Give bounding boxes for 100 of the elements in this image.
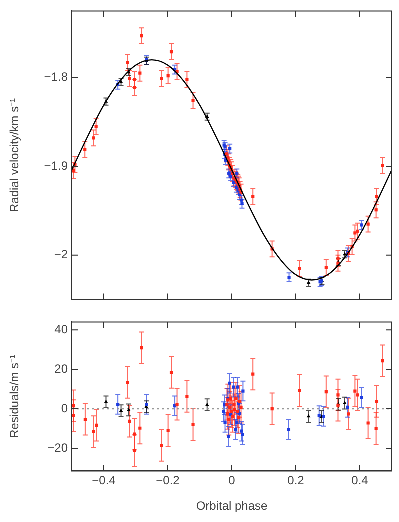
point <box>94 125 98 128</box>
point <box>240 406 243 410</box>
point <box>381 360 384 363</box>
point <box>237 416 241 420</box>
point <box>360 224 364 227</box>
point <box>228 147 232 150</box>
point <box>116 402 120 406</box>
point <box>236 386 240 389</box>
point <box>138 426 142 430</box>
point <box>356 394 360 397</box>
point <box>170 50 174 54</box>
point <box>226 402 229 406</box>
point <box>252 372 255 376</box>
point <box>176 402 179 406</box>
point <box>343 401 347 404</box>
point <box>133 78 136 82</box>
point <box>232 386 236 389</box>
point <box>236 420 239 424</box>
point <box>354 390 357 393</box>
point <box>374 208 378 212</box>
y-axis-title: Residuals/m s⁻¹ <box>8 355 22 438</box>
point <box>119 408 124 412</box>
point <box>240 198 244 202</box>
point <box>226 412 230 416</box>
x-tick-label: 0 <box>228 474 236 488</box>
point <box>228 418 231 422</box>
x-tick-label: 0.2 <box>288 474 305 488</box>
x-tick-label: −0.2 <box>156 474 180 488</box>
point <box>140 346 144 350</box>
x-tick-label: −0.4 <box>92 474 116 488</box>
point <box>375 195 379 198</box>
point <box>192 423 195 426</box>
y-tick-label: −20 <box>48 440 68 455</box>
point <box>133 86 136 90</box>
point <box>133 449 136 452</box>
point <box>270 407 274 411</box>
point <box>72 404 76 408</box>
point <box>72 414 76 418</box>
y-tick-label: 40 <box>54 322 68 336</box>
point <box>375 400 379 404</box>
point <box>186 395 189 398</box>
point <box>318 414 321 418</box>
y-tick-label: −1.8 <box>44 70 68 84</box>
point <box>160 444 164 448</box>
point <box>84 418 87 422</box>
y-tick-label: −1.9 <box>44 158 68 173</box>
point <box>240 430 244 433</box>
point <box>336 394 340 397</box>
point <box>92 430 96 434</box>
point <box>354 232 357 235</box>
point <box>228 406 232 410</box>
point <box>336 257 340 261</box>
point <box>240 202 244 206</box>
point <box>126 381 130 384</box>
point <box>186 78 189 82</box>
point <box>128 420 132 424</box>
point <box>241 433 244 436</box>
point <box>227 435 230 438</box>
y-axis-title: Radial velocity/km s⁻¹ <box>8 98 22 213</box>
point <box>298 267 302 270</box>
point <box>228 172 231 176</box>
point <box>95 424 98 427</box>
point <box>374 427 378 430</box>
point <box>166 429 170 432</box>
point <box>360 396 364 400</box>
point <box>232 402 236 406</box>
point <box>84 148 87 152</box>
point <box>170 370 174 374</box>
point <box>366 422 370 425</box>
point <box>236 172 239 176</box>
point <box>324 390 328 394</box>
point <box>288 276 291 280</box>
point <box>287 428 291 432</box>
point <box>160 77 164 80</box>
point <box>252 195 255 198</box>
point <box>306 414 311 418</box>
point <box>356 230 360 233</box>
point <box>229 397 233 400</box>
point <box>192 99 195 102</box>
point <box>236 410 240 414</box>
y-tick-label: −2 <box>54 248 68 262</box>
point <box>381 164 384 168</box>
point <box>138 72 142 75</box>
point <box>140 34 144 38</box>
point <box>347 412 350 416</box>
point <box>366 222 370 226</box>
point <box>346 406 350 410</box>
x-axis-title: Orbital phase <box>196 499 268 514</box>
point <box>234 428 238 432</box>
point <box>324 266 328 270</box>
point <box>128 77 132 80</box>
point <box>92 136 96 140</box>
point <box>224 420 227 424</box>
point <box>234 397 238 400</box>
point <box>322 414 326 418</box>
point <box>127 408 131 412</box>
point <box>298 389 302 392</box>
point <box>242 390 245 393</box>
point <box>126 61 130 64</box>
point <box>237 402 240 406</box>
